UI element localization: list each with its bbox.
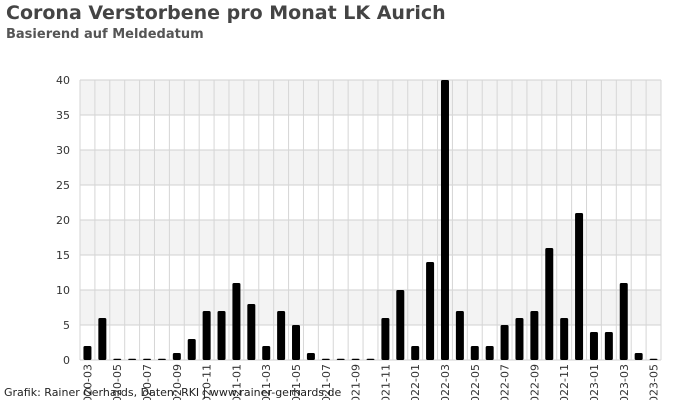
chart-subtitle: Basierend auf Meldedatum bbox=[6, 27, 204, 42]
background-bands bbox=[80, 80, 661, 325]
x-tick-label: 2022-01 bbox=[409, 364, 422, 400]
bar bbox=[113, 358, 122, 360]
x-tick-label: 2020-09 bbox=[171, 364, 184, 400]
bar bbox=[172, 353, 181, 360]
bar bbox=[351, 358, 360, 360]
bar bbox=[500, 325, 509, 360]
x-tick-label: 2023-05 bbox=[648, 364, 661, 400]
bar bbox=[277, 311, 286, 360]
bar bbox=[589, 332, 598, 360]
y-tick-label: 30 bbox=[56, 144, 70, 157]
x-tick-label: 2022-05 bbox=[469, 364, 482, 400]
bar bbox=[619, 283, 628, 360]
x-tick-label: 2020-05 bbox=[111, 364, 124, 400]
x-tick-label: 2021-01 bbox=[230, 364, 243, 400]
x-tick-label: 2020-07 bbox=[141, 364, 154, 400]
x-tick-label: 2021-05 bbox=[290, 364, 303, 400]
bar bbox=[530, 311, 539, 360]
bar bbox=[143, 358, 152, 360]
y-tick-label: 10 bbox=[56, 284, 70, 297]
y-tick-label: 25 bbox=[56, 179, 70, 192]
bar bbox=[411, 346, 420, 360]
bar bbox=[262, 346, 271, 360]
y-axis-ticks: 0 5 10 15 20 25 30 35 40 bbox=[56, 74, 70, 367]
grid-band bbox=[80, 150, 661, 185]
x-tick-label: 2020-03 bbox=[81, 364, 94, 400]
x-tick-label: 2023-01 bbox=[588, 364, 601, 400]
bar bbox=[470, 346, 479, 360]
bar bbox=[98, 318, 107, 360]
grid-band bbox=[80, 290, 661, 325]
chart-title: Corona Verstorbene pro Monat LK Aurich bbox=[6, 2, 446, 24]
x-tick-label: 2020-11 bbox=[201, 364, 214, 400]
bar bbox=[217, 311, 226, 360]
bar bbox=[366, 358, 375, 360]
bar bbox=[575, 213, 584, 360]
bars bbox=[83, 80, 658, 360]
bar bbox=[336, 358, 345, 360]
bar bbox=[426, 262, 435, 360]
bar bbox=[515, 318, 524, 360]
y-tick-label: 0 bbox=[63, 354, 70, 367]
x-axis-ticks: 2020-03 2020-05 2020-07 2020-09 2020-11 2021-… bbox=[81, 364, 660, 400]
bar bbox=[396, 290, 405, 360]
y-tick-label: 40 bbox=[56, 74, 70, 87]
bar bbox=[128, 358, 137, 360]
bar bbox=[321, 358, 330, 360]
bar bbox=[485, 346, 494, 360]
y-tick-label: 15 bbox=[56, 249, 70, 262]
bar bbox=[440, 80, 449, 360]
y-tick-label: 5 bbox=[63, 319, 70, 332]
bar bbox=[157, 358, 166, 360]
bar bbox=[187, 339, 196, 360]
bar bbox=[604, 332, 613, 360]
credit-text: Grafik: Rainer Gerhards, Daten: RKI | ww… bbox=[4, 386, 342, 399]
bar bbox=[292, 325, 301, 360]
x-tick-label: 2022-09 bbox=[528, 364, 541, 400]
y-tick-label: 35 bbox=[56, 109, 70, 122]
x-tick-label: 2022-11 bbox=[558, 364, 571, 400]
x-tick-label: 2022-07 bbox=[499, 364, 512, 400]
bar bbox=[306, 353, 315, 360]
x-tick-label: 2021-03 bbox=[260, 364, 273, 400]
grid-band bbox=[80, 220, 661, 255]
bar bbox=[649, 358, 658, 360]
y-tick-label: 20 bbox=[56, 214, 70, 227]
x-tick-label: 2022-03 bbox=[439, 364, 452, 400]
bar bbox=[455, 311, 464, 360]
x-tick-label: 2023-03 bbox=[618, 364, 631, 400]
bar bbox=[634, 353, 643, 360]
bar bbox=[202, 311, 211, 360]
bar bbox=[232, 283, 241, 360]
bar bbox=[545, 248, 554, 360]
bar bbox=[560, 318, 569, 360]
x-tick-label: 2021-11 bbox=[379, 364, 392, 400]
x-tick-label: 2021-09 bbox=[350, 364, 363, 400]
x-tick-label: 2021-07 bbox=[320, 364, 333, 400]
bar bbox=[247, 304, 256, 360]
bar bbox=[83, 346, 92, 360]
bar bbox=[381, 318, 390, 360]
grid-band bbox=[80, 80, 661, 115]
grid-lines bbox=[79, 79, 662, 361]
